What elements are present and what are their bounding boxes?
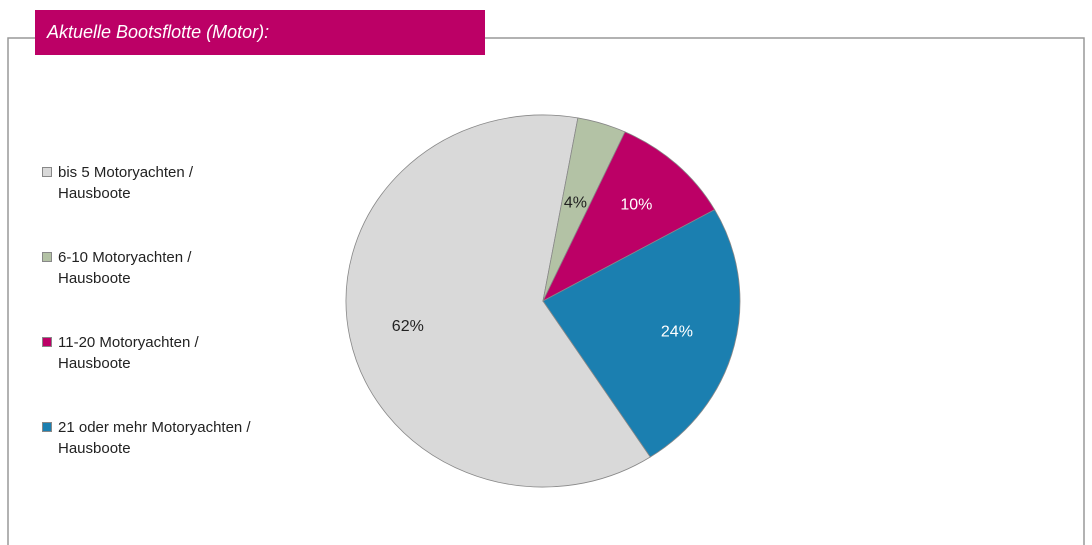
legend-label: bis 5 Motoryachten / Hausboote [58,164,194,202]
legend-item: 6-10 Motoryachten / Hausboote [42,247,257,332]
legend-item: 11-20 Motoryachten / Hausboote [42,332,257,417]
data-label: 10% [620,196,652,213]
legend-swatch [42,337,52,347]
legend-label: 6-10 Motoryachten / Hausboote [58,249,192,287]
legend-label: 21 oder mehr Motoryachten / Hausboote [58,419,251,457]
legend: bis 5 Motoryachten / Hausboote 6-10 Motor… [42,162,257,502]
legend-swatch [42,167,52,177]
pie-slice [542,209,741,458]
legend-item: 21 oder mehr Motoryachten / Hausboote [42,417,257,502]
legend-item: bis 5 Motoryachten / Hausboote [42,162,257,247]
data-label: 4% [564,195,587,212]
legend-swatch [42,252,52,262]
pie-slice [345,114,651,488]
pie: 62% 4% 10% 24% [345,114,741,488]
legend-swatch [42,422,52,432]
pie-slice [542,131,716,302]
legend-label: 11-20 Motoryachten / Hausboote [58,334,199,372]
chart-title: Aktuelle Bootsflotte (Motor): [35,10,485,55]
data-label: 24% [661,323,693,340]
data-label: 62% [392,318,424,335]
frame [7,37,1085,545]
